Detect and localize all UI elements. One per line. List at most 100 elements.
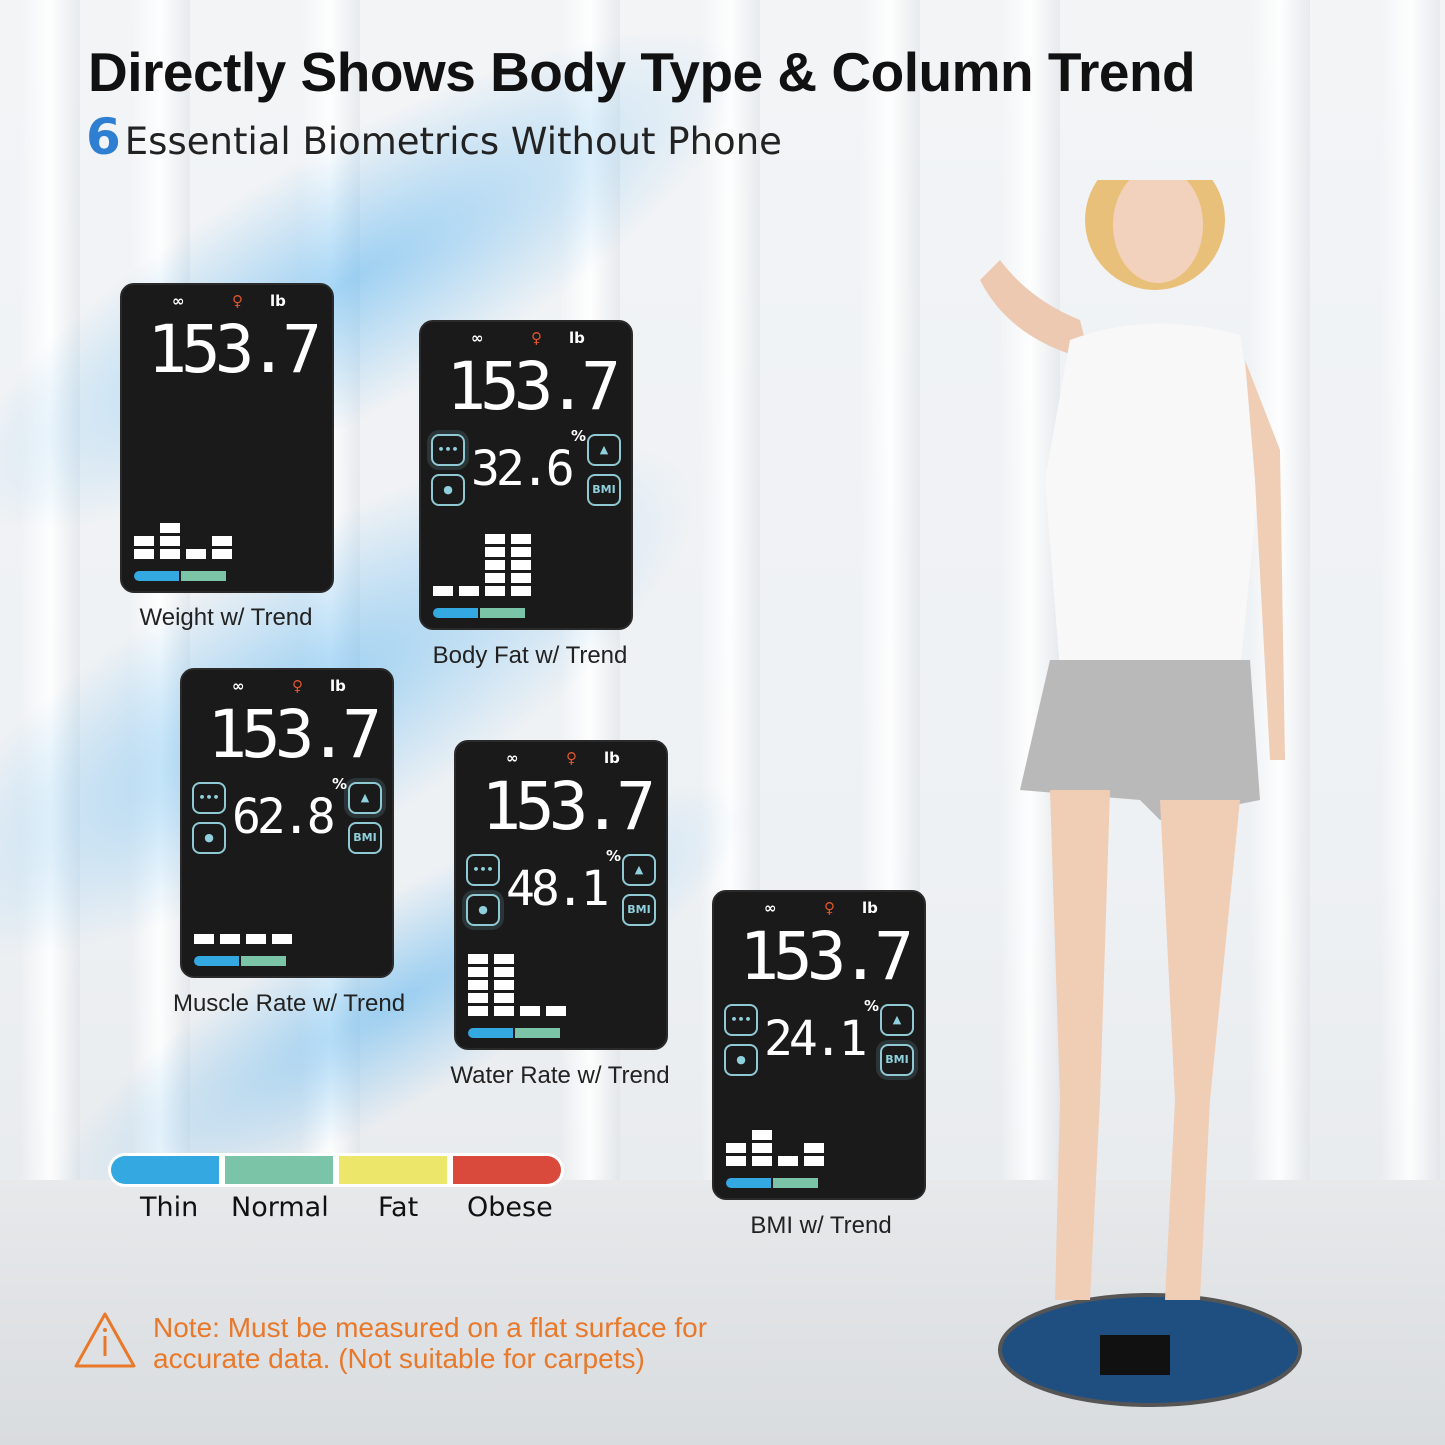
muscle-icon: ▲ xyxy=(880,1004,914,1036)
trend-column xyxy=(511,534,531,596)
trend-columns xyxy=(194,934,292,944)
warning-icon xyxy=(74,1312,136,1368)
female-icon: ♀ xyxy=(824,899,835,917)
link-icon: ∞ xyxy=(764,899,777,917)
body-type-indicator xyxy=(194,956,286,966)
legend-label-fat: Fat xyxy=(378,1192,419,1223)
bmi-icon: BMI xyxy=(348,822,382,854)
trend-columns xyxy=(726,1130,824,1166)
trend-columns xyxy=(134,523,232,559)
unit-label: lb xyxy=(569,329,585,347)
muscle-icon: ▲ xyxy=(622,854,656,886)
trend-column xyxy=(272,934,292,944)
note-line-1: Note: Must be measured on a flat surface… xyxy=(153,1312,708,1343)
body-type-indicator xyxy=(433,608,525,618)
weight-readout: 153.7 xyxy=(147,311,322,388)
scale-display-panel: ∞ ♀ lb 153.7 ••• ● ▲ BMI % 24.1 xyxy=(712,890,926,1200)
unit-label: lb xyxy=(604,749,620,767)
body-type-indicator xyxy=(134,571,226,581)
trend-column xyxy=(546,1006,566,1016)
trend-column xyxy=(212,536,232,559)
trend-column xyxy=(459,586,479,596)
water-drop-icon: ● xyxy=(466,894,500,926)
link-icon: ∞ xyxy=(506,749,519,767)
scale-display-panel: ∞ ♀ lb 153.7 ••• ● ▲ BMI % 32.6 xyxy=(419,320,633,630)
panel-caption: Weight w/ Trend xyxy=(139,604,313,631)
link-icon: ∞ xyxy=(232,677,245,695)
water-drop-icon: ● xyxy=(724,1044,758,1076)
trend-column xyxy=(752,1130,772,1166)
weight-readout: 153.7 xyxy=(446,348,621,425)
weight-readout: 153.7 xyxy=(481,768,656,845)
muscle-icon: ▲ xyxy=(587,434,621,466)
weight-readout: 153.7 xyxy=(207,696,382,773)
scale-display xyxy=(1100,1335,1170,1375)
link-icon: ∞ xyxy=(172,292,185,310)
legend-label-obese: Obese xyxy=(467,1192,553,1223)
percent-sign: % xyxy=(606,847,622,865)
trend-column xyxy=(433,586,453,596)
water-drop-icon: ● xyxy=(431,474,465,506)
trend-column xyxy=(194,934,214,944)
body-fat-icon: ••• xyxy=(466,854,500,886)
trend-column xyxy=(186,549,206,559)
metric-readout: 24.1 xyxy=(764,1011,868,1067)
body-type-indicator xyxy=(468,1028,560,1038)
metric-readout: 62.8 xyxy=(232,789,336,845)
trend-column xyxy=(485,534,505,596)
body-fat-icon: ••• xyxy=(431,434,465,466)
note: Note: Must be measured on a flat surface… xyxy=(153,1312,707,1374)
page-title: Directly Shows Body Type & Column Trend xyxy=(88,41,1196,103)
water-drop-icon: ● xyxy=(192,822,226,854)
trend-column xyxy=(778,1156,798,1166)
body-fat-icon: ••• xyxy=(192,782,226,814)
metric-readout: 32.6 xyxy=(471,441,575,497)
subtitle: 6 Essential Biometrics Without Phone xyxy=(86,110,782,169)
trend-column xyxy=(494,954,514,1016)
female-icon: ♀ xyxy=(232,292,243,310)
legend-label-normal: Normal xyxy=(231,1192,329,1223)
note-line-2: accurate data. (Not suitable for carpets… xyxy=(153,1343,645,1374)
female-icon: ♀ xyxy=(566,749,577,767)
trend-columns xyxy=(468,954,566,1016)
legend-swatch-obese xyxy=(453,1156,561,1184)
bmi-icon: BMI xyxy=(880,1044,914,1076)
percent-sign: % xyxy=(332,775,348,793)
trend-column xyxy=(220,934,240,944)
subtitle-text: Essential Biometrics Without Phone xyxy=(124,120,782,163)
metric-readout: 48.1 xyxy=(506,861,610,917)
trend-column xyxy=(468,954,488,1016)
bmi-icon: BMI xyxy=(587,474,621,506)
body-fat-icon: ••• xyxy=(724,1004,758,1036)
woman-on-scale-photo xyxy=(980,180,1302,1407)
scale-display-panel: ∞ ♀ lb 153.7 xyxy=(120,283,334,593)
trend-column xyxy=(804,1143,824,1166)
panel-caption: Muscle Rate w/ Trend xyxy=(172,990,406,1017)
subtitle-number: 6 xyxy=(86,108,121,166)
unit-label: lb xyxy=(862,899,878,917)
legend-swatch-thin xyxy=(111,1156,219,1184)
legend-swatch-fat xyxy=(339,1156,447,1184)
trend-column xyxy=(246,934,266,944)
trend-column xyxy=(726,1143,746,1166)
scale-display-panel: ∞ ♀ lb 153.7 ••• ● ▲ BMI % 48.1 xyxy=(454,740,668,1050)
female-icon: ♀ xyxy=(292,677,303,695)
trend-columns xyxy=(433,534,531,596)
link-icon: ∞ xyxy=(471,329,484,347)
female-icon: ♀ xyxy=(531,329,542,347)
body-type-legend-bar xyxy=(108,1153,564,1187)
trend-column xyxy=(160,523,180,559)
percent-sign: % xyxy=(571,427,587,445)
panel-caption: Water Rate w/ Trend xyxy=(450,1062,670,1089)
panel-caption: BMI w/ Trend xyxy=(750,1212,892,1239)
legend-swatch-normal xyxy=(225,1156,333,1184)
trend-column xyxy=(134,536,154,559)
muscle-icon: ▲ xyxy=(348,782,382,814)
trend-column xyxy=(520,1006,540,1016)
weight-readout: 153.7 xyxy=(739,918,914,995)
body-type-indicator xyxy=(726,1178,818,1188)
panel-caption: Body Fat w/ Trend xyxy=(432,642,628,669)
scale-display-panel: ∞ ♀ lb 153.7 ••• ● ▲ BMI % 62.8 xyxy=(180,668,394,978)
unit-label: lb xyxy=(270,292,286,310)
bmi-icon: BMI xyxy=(622,894,656,926)
